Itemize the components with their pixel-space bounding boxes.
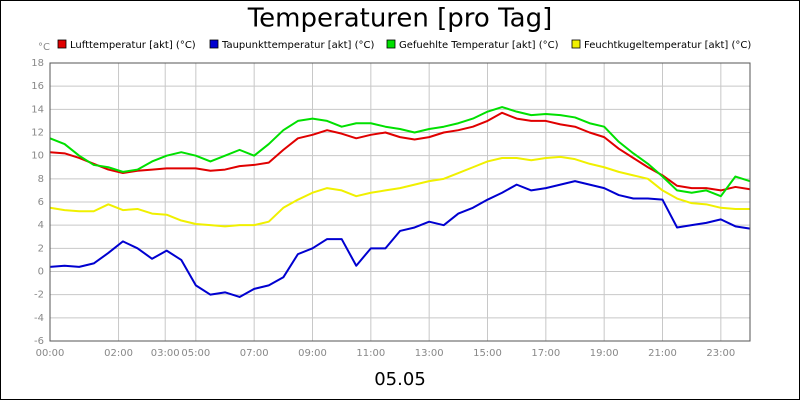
legend-label: Gefuehlte Temperatur [akt] (°C) bbox=[399, 40, 559, 51]
x-tick-label: 23:00 bbox=[706, 348, 735, 359]
legend-label: Taupunkttemperatur [akt] (°C) bbox=[221, 40, 374, 51]
x-tick-label: 15:00 bbox=[473, 348, 502, 359]
x-tick-label: 00:00 bbox=[36, 348, 65, 359]
series-line bbox=[49, 106, 751, 198]
y-tick-label: 14 bbox=[31, 104, 44, 115]
x-tick-label: 02:00 bbox=[104, 348, 133, 359]
legend-label: Lufttemperatur [akt] (°C) bbox=[70, 40, 196, 51]
series-line bbox=[49, 155, 750, 228]
x-tick-label: 09:00 bbox=[298, 348, 327, 359]
y-tick-label: -2 bbox=[34, 290, 44, 301]
y-tick-label: 6 bbox=[38, 197, 44, 208]
y-tick-label: 2 bbox=[38, 243, 44, 254]
y-tick-label: 16 bbox=[31, 81, 44, 92]
series-line bbox=[49, 180, 751, 298]
legend-label: Feuchtkugeltemperatur [akt] (°C) bbox=[584, 40, 751, 51]
legend-swatch bbox=[57, 39, 67, 49]
x-tick-label: 21:00 bbox=[648, 348, 677, 359]
x-tick-label: 17:00 bbox=[531, 348, 560, 359]
legend-swatch bbox=[571, 39, 581, 49]
legend-swatch bbox=[386, 39, 396, 49]
y-tick-label: 18 bbox=[31, 58, 44, 69]
plot-border bbox=[49, 62, 751, 342]
x-tick-label: 05:00 bbox=[181, 348, 210, 359]
x-tick-label: 07:00 bbox=[240, 348, 269, 359]
x-tick-label: 19:00 bbox=[590, 348, 619, 359]
y-tick-label: 12 bbox=[31, 128, 44, 139]
x-tick-label: 11:00 bbox=[356, 348, 385, 359]
series-line bbox=[49, 111, 751, 192]
y-unit: °C bbox=[38, 42, 50, 53]
y-tick-label: 8 bbox=[38, 174, 44, 185]
legend-swatch bbox=[209, 39, 219, 49]
x-tick-label: 03:00 bbox=[151, 348, 180, 359]
x-axis-label: 05.05 bbox=[374, 369, 426, 390]
y-tick-label: 10 bbox=[31, 151, 44, 162]
chart-title: Temperaturen [pro Tag] bbox=[247, 4, 553, 34]
y-tick-label: -6 bbox=[34, 336, 44, 347]
y-tick-label: 0 bbox=[38, 267, 44, 278]
x-tick-label: 13:00 bbox=[415, 348, 444, 359]
y-tick-label: -4 bbox=[34, 313, 44, 324]
legend: Lufttemperatur [akt] (°C) Taupunkttempera… bbox=[57, 39, 751, 51]
y-tick-label: 4 bbox=[38, 220, 44, 231]
